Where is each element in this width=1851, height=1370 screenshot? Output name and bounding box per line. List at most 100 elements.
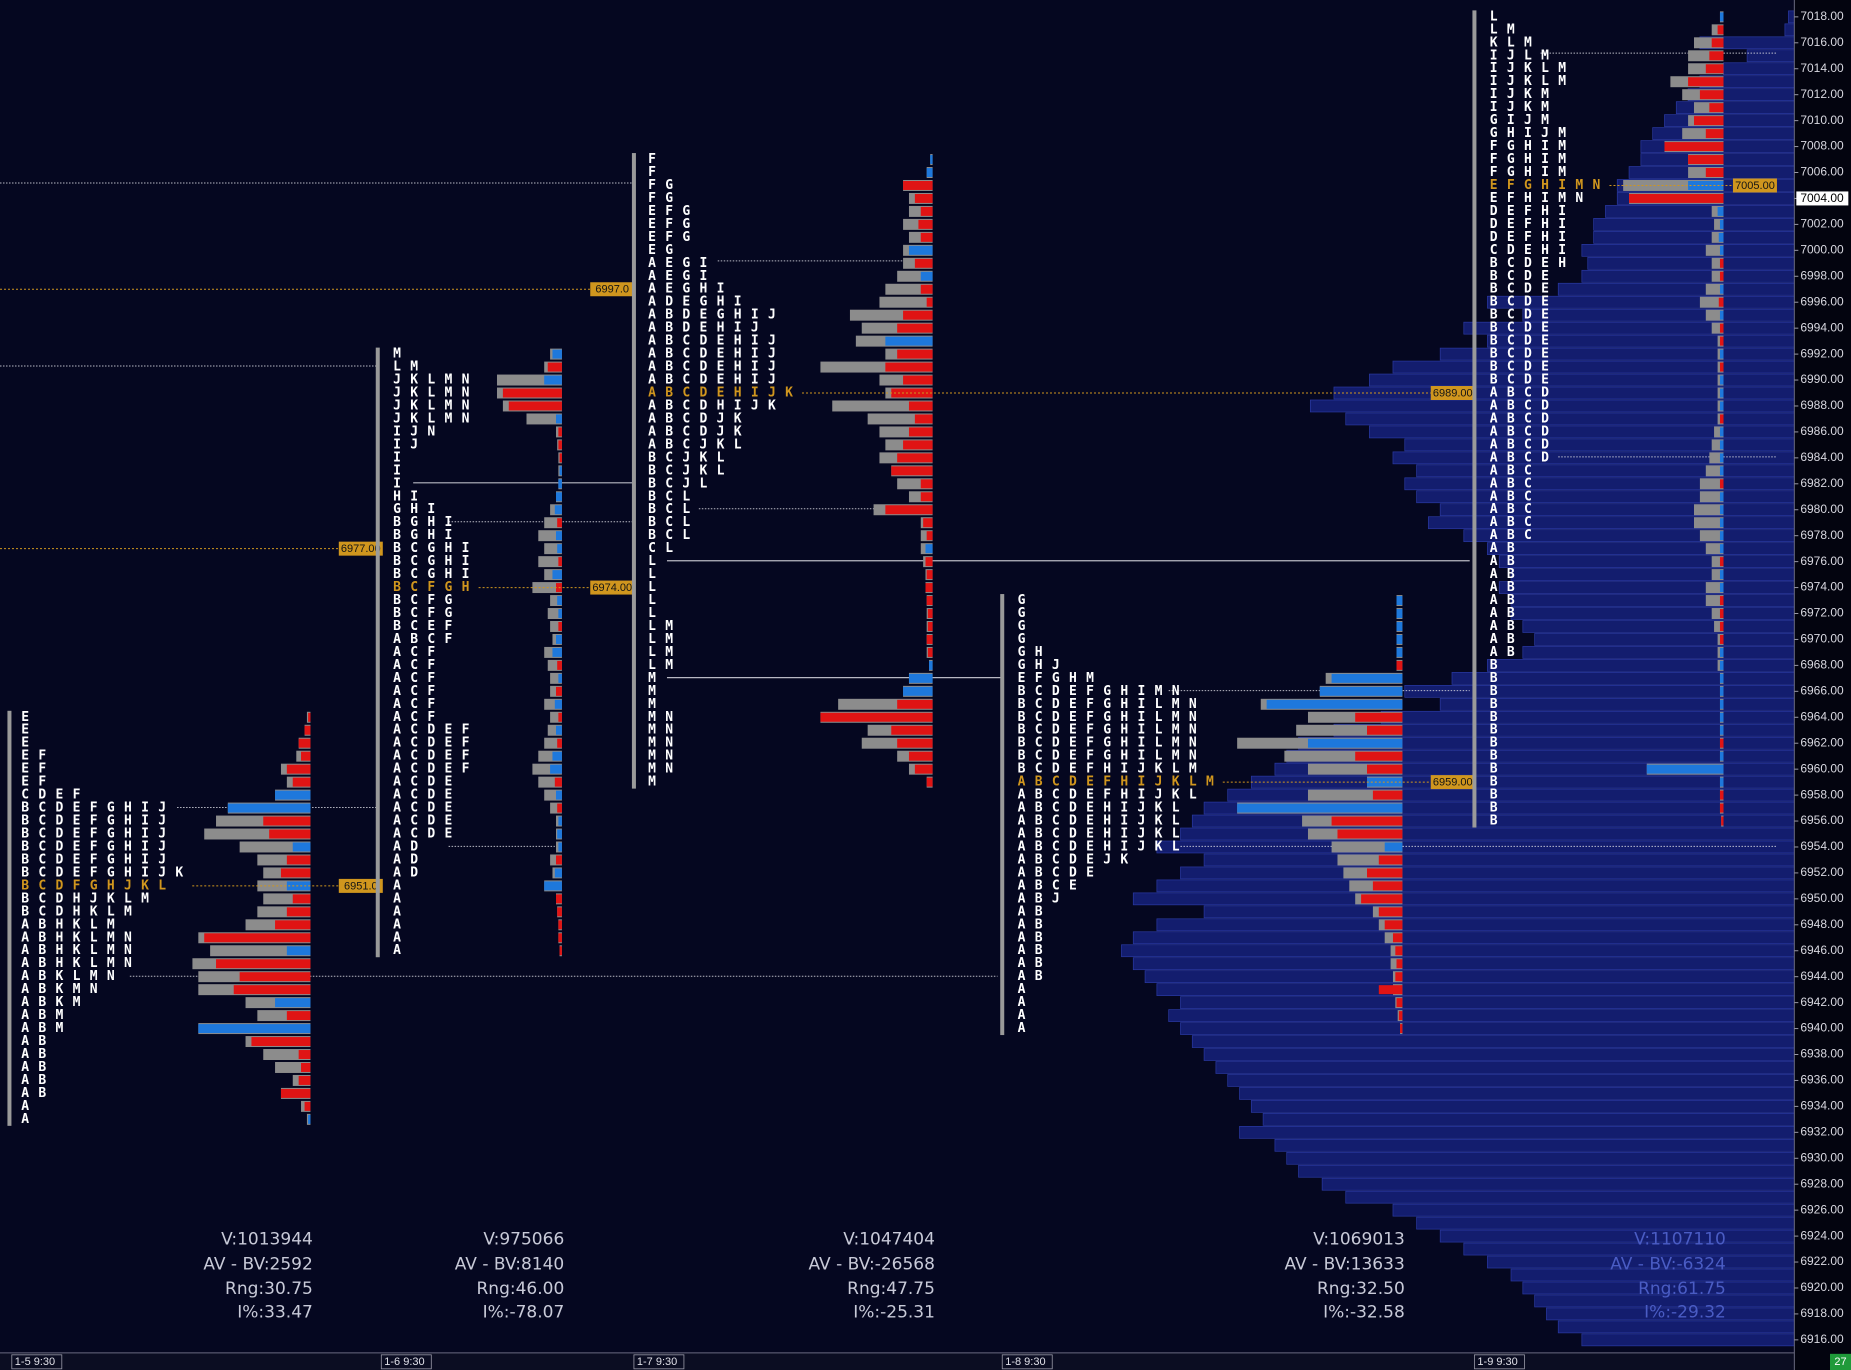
delta-bar — [502, 388, 562, 398]
composite-bar — [1180, 1022, 1795, 1035]
session-stat: Rng:47.75 — [847, 1279, 935, 1299]
tpo-row: BCFG — [393, 606, 462, 621]
composite-bar — [1664, 114, 1795, 127]
composite-profile — [1121, 10, 1795, 1347]
composite-bar — [1463, 1242, 1795, 1256]
volume-bar — [1693, 37, 1724, 49]
delta-bar — [926, 297, 933, 307]
delta-bar — [286, 764, 311, 774]
tpo-row: ACF — [393, 710, 444, 725]
volume-bar — [1711, 439, 1724, 451]
composite-bar — [1180, 866, 1795, 880]
tpo-row: A — [21, 1099, 38, 1114]
volume-bar — [1711, 556, 1724, 568]
poc-label: 6959.00 — [1433, 777, 1473, 789]
tpo-row: I — [393, 463, 410, 478]
volume-bar — [550, 620, 562, 632]
composite-bar — [1380, 710, 1795, 724]
tpo-row: BCDHKLM — [21, 904, 141, 919]
delta-bar — [1372, 881, 1403, 891]
delta-bar — [552, 647, 562, 657]
volume-bar — [1705, 582, 1724, 594]
tpo-row: LM — [648, 632, 682, 647]
tpo-row: ACDE — [393, 775, 462, 790]
last-price-label: 7004.00 — [1800, 191, 1844, 205]
tpo-row: BCGHI — [393, 541, 479, 556]
composite-bar — [1321, 1177, 1795, 1191]
tpo-row: BCDEFGHIMN — [1018, 684, 1189, 699]
tpo-row: LM — [393, 360, 427, 375]
y-tick-label: 6932.00 — [1800, 1125, 1844, 1139]
delta-bar — [552, 751, 562, 761]
composite-bar — [1156, 840, 1795, 854]
delta-bar — [914, 414, 933, 424]
tpo-row: BCDEFGHILMN — [1018, 723, 1206, 738]
tpo-row: EFHIMN — [1490, 191, 1593, 206]
delta-bar — [1719, 219, 1724, 229]
delta-bar — [1367, 764, 1403, 774]
time-label: 1-8 9:30 — [1005, 1356, 1045, 1368]
delta-bar — [1331, 673, 1403, 683]
delta-bar — [292, 894, 311, 904]
tpo-row: AEGI — [648, 269, 717, 284]
delta-bar — [556, 855, 562, 865]
tpo-row: AB — [1018, 930, 1052, 945]
session-stat: I%:-25.31 — [853, 1303, 935, 1323]
tpo-row: B — [1490, 736, 1507, 751]
composite-bar — [1156, 918, 1795, 932]
tpo-row: IJ — [393, 437, 427, 452]
poc-label: 6989.00 — [1433, 387, 1473, 399]
composite-bar — [1227, 1074, 1795, 1087]
delta-bar — [233, 985, 311, 995]
delta-bar — [897, 738, 933, 748]
delta-bar — [1719, 453, 1724, 463]
tpo-row: B — [1490, 762, 1507, 777]
composite-bar — [1723, 62, 1795, 76]
delta-bar — [1396, 621, 1403, 631]
delta-bar — [908, 401, 933, 411]
delta-bar — [908, 245, 933, 255]
tpo-row: EF — [21, 749, 55, 764]
composite-bar — [1262, 1113, 1795, 1126]
tpo-row: BCDEFGHILMN — [1018, 736, 1206, 751]
tpo-row: AEGHI — [648, 282, 734, 297]
tpo-row: CDEF — [21, 788, 90, 803]
delta-bar — [897, 699, 933, 709]
delta-bar — [1378, 907, 1403, 917]
y-tick-label: 6980.00 — [1800, 502, 1844, 516]
delta-bar — [1367, 868, 1403, 878]
delta-bar — [1719, 790, 1724, 800]
poc-box — [1430, 386, 1475, 401]
volume-bar — [526, 413, 562, 425]
composite-bar — [1168, 1009, 1795, 1022]
tpo-row: ABDEHIJ — [648, 321, 768, 336]
tpo-row: BCL — [648, 502, 699, 517]
delta-bar — [558, 712, 562, 722]
y-tick-label: 6962.00 — [1800, 735, 1844, 749]
composite-bar — [1191, 1035, 1795, 1048]
composite-bar — [1392, 451, 1795, 465]
y-tick-label: 6920.00 — [1800, 1280, 1844, 1294]
delta-bar — [204, 933, 311, 943]
tpo-row: ACF — [393, 671, 444, 686]
composite-bar — [1121, 944, 1795, 958]
tpo-row: BCDE — [1490, 334, 1559, 349]
tpo-row: A — [393, 930, 410, 945]
tpo-row: M — [648, 775, 665, 790]
delta-bar — [1705, 64, 1724, 74]
y-tick-label: 6988.00 — [1800, 398, 1844, 412]
y-tick-label: 6918.00 — [1800, 1306, 1844, 1320]
composite-bar — [1274, 1138, 1795, 1152]
delta-bar — [1337, 829, 1403, 839]
delta-bar — [1719, 362, 1724, 372]
delta-bar — [1396, 998, 1403, 1008]
session-stat: V:1013944 — [221, 1230, 313, 1250]
volume-bar — [544, 517, 562, 529]
volume-bar — [263, 893, 311, 905]
delta-bar — [558, 621, 562, 631]
composite-bar — [1215, 1061, 1795, 1074]
composite-bar — [1498, 555, 1795, 568]
tpo-row: JKLMN — [393, 373, 479, 388]
tpo-row: B — [1490, 814, 1507, 829]
y-tick-label: 6926.00 — [1800, 1202, 1844, 1216]
